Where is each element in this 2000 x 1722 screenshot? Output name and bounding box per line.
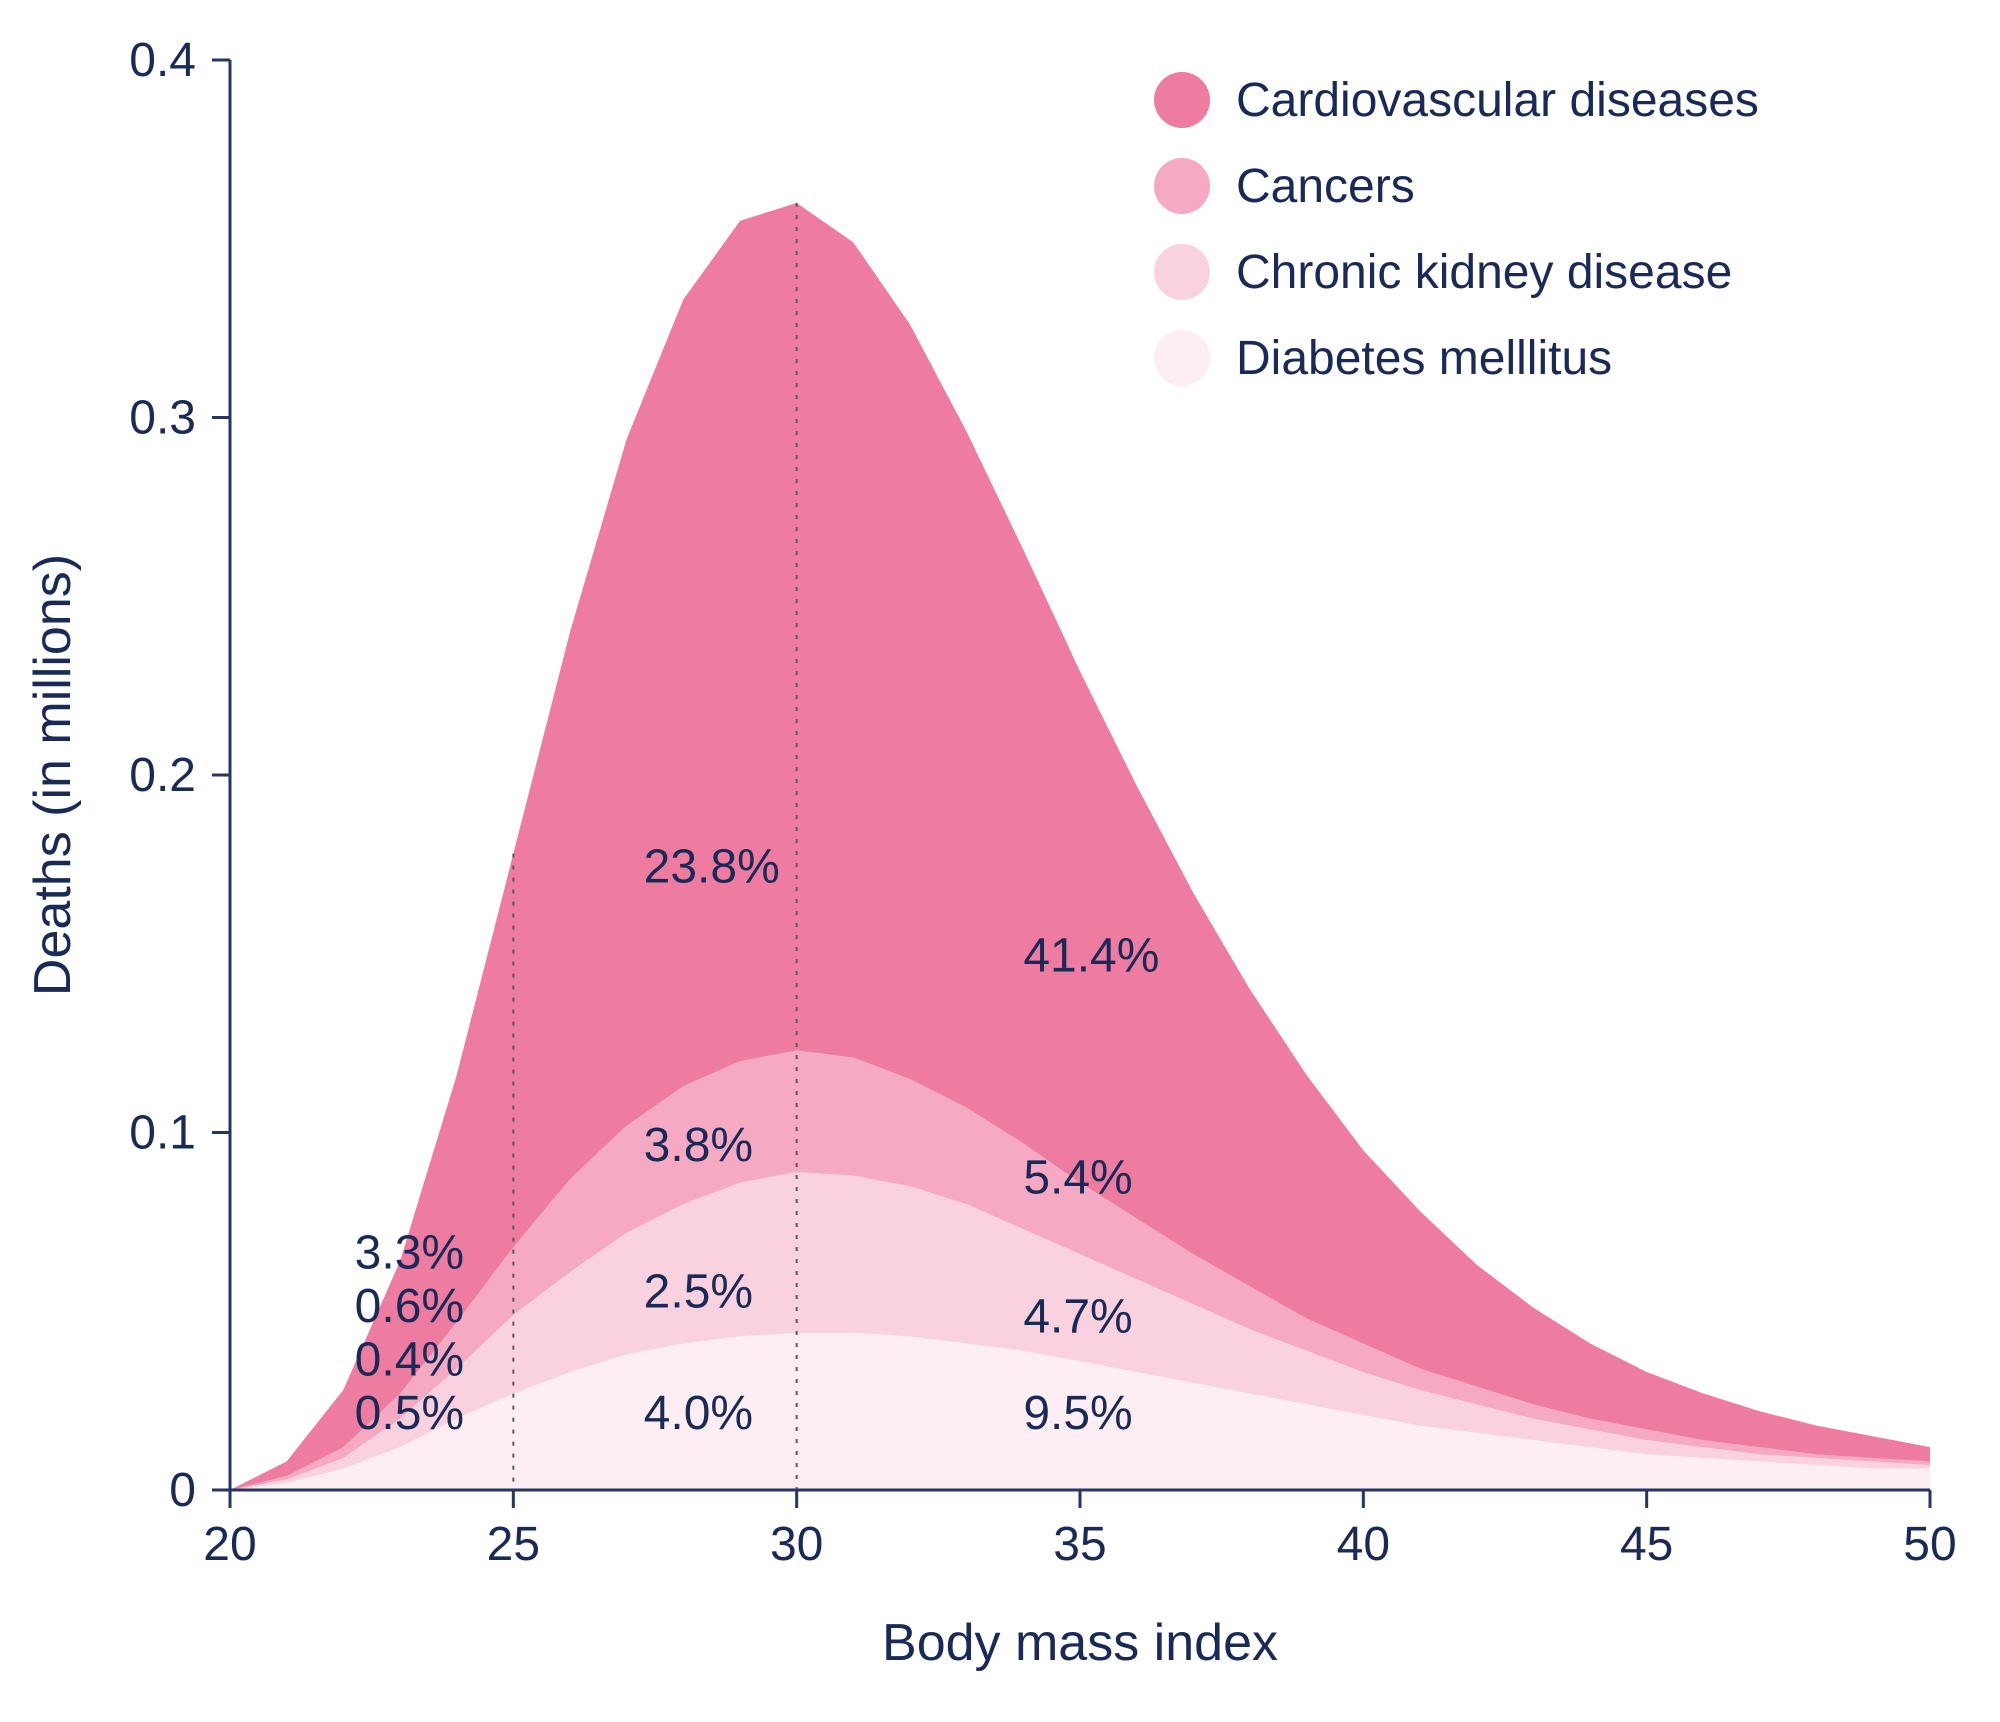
x-tick-label: 45 — [1620, 1518, 1673, 1571]
y-tick-label: 0.2 — [129, 749, 196, 802]
annotation: 3.8% — [644, 1119, 753, 1172]
y-tick-label: 0 — [169, 1464, 196, 1517]
annotation: 5.4% — [1023, 1151, 1132, 1204]
annotation: 23.8% — [644, 840, 780, 893]
x-tick-label: 40 — [1337, 1518, 1390, 1571]
annotation: 41.4% — [1023, 930, 1159, 983]
legend-label: Cancers — [1236, 160, 1415, 213]
annotation: 0.6% — [355, 1280, 464, 1333]
chart-container: 0 0.1 0.2 0.3 0.4 20 25 30 35 40 45 50 Body mass ind… — [0, 0, 2000, 1722]
x-axis-title: Body mass index — [882, 1614, 1278, 1672]
annotation: 4.7% — [1023, 1291, 1132, 1344]
legend-swatch — [1154, 158, 1210, 214]
annotation: 3.3% — [355, 1226, 464, 1279]
annotation: 4.0% — [644, 1387, 753, 1440]
legend-label: Cardiovascular diseases — [1236, 74, 1759, 127]
legend-swatch — [1154, 330, 1210, 386]
x-tick-label: 25 — [487, 1518, 540, 1571]
legend-swatch — [1154, 72, 1210, 128]
annotation: 0.5% — [355, 1387, 464, 1440]
y-tick-label: 0.1 — [129, 1107, 196, 1160]
x-tick-label: 30 — [770, 1518, 823, 1571]
legend-label: Diabetes melllitus — [1236, 332, 1612, 385]
y-tick-label: 0.4 — [129, 34, 196, 87]
x-tick-label: 35 — [1053, 1518, 1106, 1571]
legend-swatch — [1154, 244, 1210, 300]
y-tick-label: 0.3 — [129, 392, 196, 445]
annotation: 0.4% — [355, 1334, 464, 1387]
y-axis-title: Deaths (in millions) — [24, 554, 82, 996]
x-tick-label: 50 — [1903, 1518, 1956, 1571]
annotation: 2.5% — [644, 1266, 753, 1319]
annotation: 9.5% — [1023, 1387, 1132, 1440]
area-chart-svg: 0 0.1 0.2 0.3 0.4 20 25 30 35 40 45 50 Body mass ind… — [0, 0, 2000, 1722]
x-tick-label: 20 — [203, 1518, 256, 1571]
legend-label: Chronic kidney disease — [1236, 246, 1732, 299]
